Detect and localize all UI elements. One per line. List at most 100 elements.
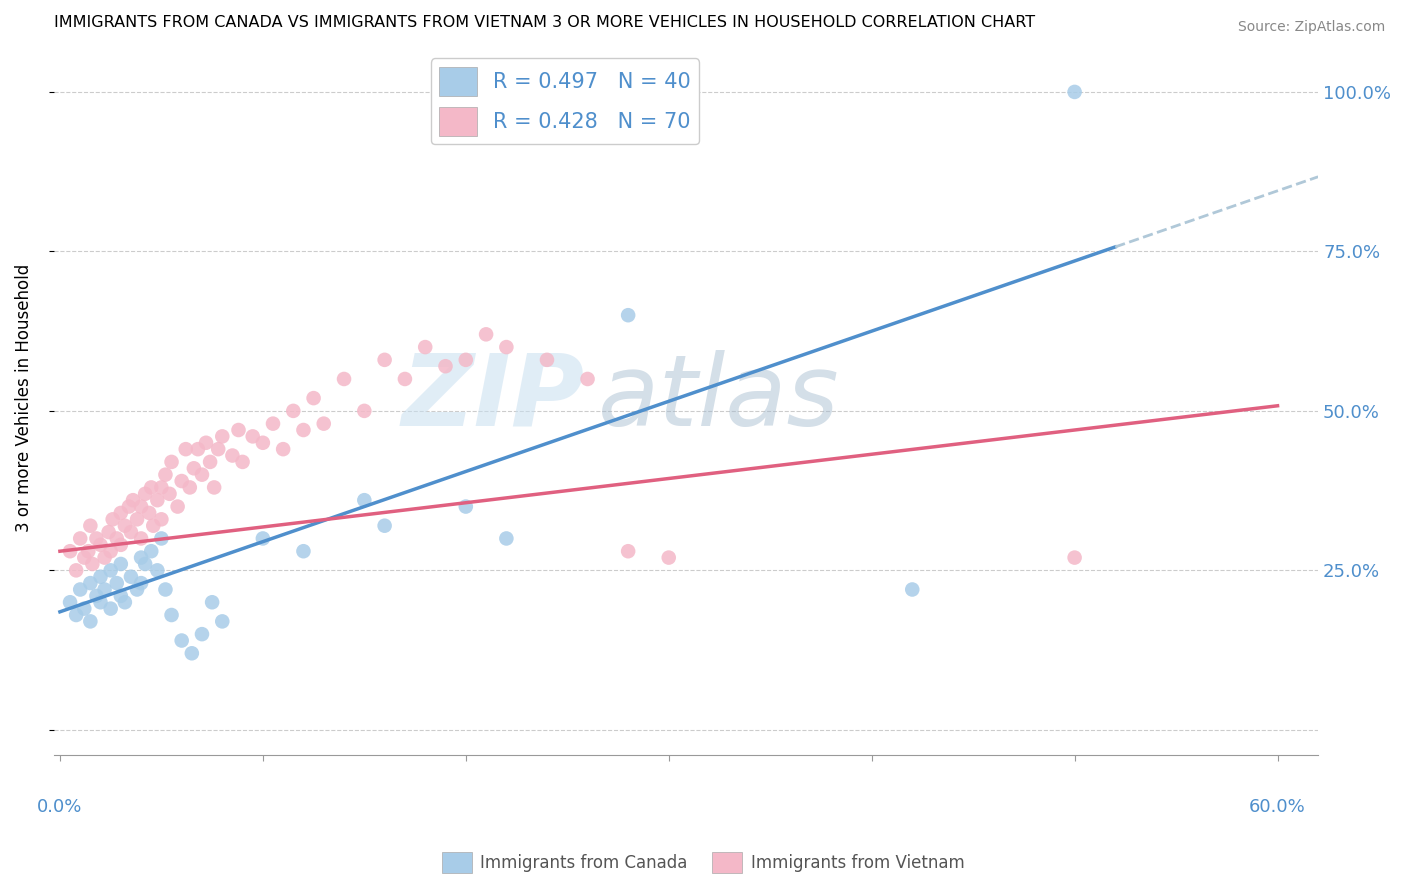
Point bbox=[617, 544, 640, 558]
Point bbox=[122, 493, 145, 508]
Point bbox=[434, 359, 457, 374]
Point bbox=[97, 525, 120, 540]
Point bbox=[617, 308, 640, 322]
Point bbox=[146, 493, 169, 508]
Y-axis label: 3 or more Vehicles in Household: 3 or more Vehicles in Household bbox=[15, 264, 32, 533]
Point bbox=[141, 480, 163, 494]
Point bbox=[59, 544, 82, 558]
Point bbox=[201, 595, 224, 609]
Point bbox=[353, 493, 375, 508]
Legend: Immigrants from Canada, Immigrants from Vietnam: Immigrants from Canada, Immigrants from … bbox=[434, 846, 972, 880]
Point bbox=[187, 442, 209, 457]
Text: 0.0%: 0.0% bbox=[37, 798, 83, 816]
Point bbox=[155, 467, 177, 482]
Point bbox=[150, 532, 173, 546]
Point bbox=[252, 435, 274, 450]
Point bbox=[211, 429, 233, 443]
Point bbox=[271, 442, 294, 457]
Point bbox=[89, 570, 111, 584]
Point bbox=[101, 512, 124, 526]
Point bbox=[242, 429, 264, 443]
Point bbox=[191, 627, 214, 641]
Point bbox=[138, 506, 160, 520]
Point bbox=[394, 372, 416, 386]
Point bbox=[170, 474, 193, 488]
Point bbox=[125, 512, 148, 526]
Point bbox=[100, 544, 122, 558]
Point bbox=[302, 391, 325, 405]
Point bbox=[120, 570, 142, 584]
Point bbox=[374, 352, 396, 367]
Point bbox=[93, 550, 115, 565]
Point bbox=[174, 442, 197, 457]
Point bbox=[166, 500, 188, 514]
Point bbox=[86, 589, 108, 603]
Point bbox=[1063, 85, 1085, 99]
Point bbox=[86, 532, 108, 546]
Point bbox=[59, 595, 82, 609]
Point bbox=[353, 404, 375, 418]
Point bbox=[292, 423, 315, 437]
Point bbox=[495, 340, 517, 354]
Point bbox=[105, 532, 128, 546]
Point bbox=[93, 582, 115, 597]
Point bbox=[69, 582, 91, 597]
Text: atlas: atlas bbox=[598, 350, 839, 447]
Point bbox=[191, 467, 214, 482]
Point bbox=[179, 480, 201, 494]
Point bbox=[150, 480, 173, 494]
Point bbox=[134, 557, 156, 571]
Point bbox=[129, 500, 152, 514]
Point bbox=[475, 327, 498, 342]
Point bbox=[160, 455, 183, 469]
Point bbox=[73, 550, 96, 565]
Point bbox=[211, 615, 233, 629]
Point bbox=[170, 633, 193, 648]
Point bbox=[413, 340, 436, 354]
Point bbox=[69, 532, 91, 546]
Text: ZIP: ZIP bbox=[402, 350, 585, 447]
Point bbox=[105, 576, 128, 591]
Point bbox=[65, 563, 87, 577]
Point bbox=[155, 582, 177, 597]
Point bbox=[142, 518, 165, 533]
Text: 60.0%: 60.0% bbox=[1249, 798, 1306, 816]
Point bbox=[262, 417, 284, 431]
Point bbox=[536, 352, 558, 367]
Text: Source: ZipAtlas.com: Source: ZipAtlas.com bbox=[1237, 20, 1385, 34]
Point bbox=[82, 557, 104, 571]
Point bbox=[454, 352, 477, 367]
Point bbox=[100, 601, 122, 615]
Point bbox=[283, 404, 305, 418]
Point bbox=[129, 532, 152, 546]
Point bbox=[79, 615, 101, 629]
Point bbox=[89, 595, 111, 609]
Point bbox=[576, 372, 599, 386]
Point bbox=[79, 576, 101, 591]
Point bbox=[495, 532, 517, 546]
Point bbox=[77, 544, 100, 558]
Point bbox=[141, 544, 163, 558]
Point bbox=[658, 550, 681, 565]
Point bbox=[195, 435, 218, 450]
Point bbox=[202, 480, 225, 494]
Point bbox=[89, 538, 111, 552]
Point bbox=[232, 455, 254, 469]
Point bbox=[110, 538, 132, 552]
Point bbox=[221, 449, 243, 463]
Point bbox=[110, 589, 132, 603]
Point bbox=[292, 544, 315, 558]
Text: IMMIGRANTS FROM CANADA VS IMMIGRANTS FROM VIETNAM 3 OR MORE VEHICLES IN HOUSEHOL: IMMIGRANTS FROM CANADA VS IMMIGRANTS FRO… bbox=[53, 15, 1035, 30]
Point bbox=[100, 563, 122, 577]
Point bbox=[65, 607, 87, 622]
Point bbox=[1063, 550, 1085, 565]
Point bbox=[110, 557, 132, 571]
Point bbox=[129, 576, 152, 591]
Legend: R = 0.497   N = 40, R = 0.428   N = 70: R = 0.497 N = 40, R = 0.428 N = 70 bbox=[430, 59, 699, 145]
Point bbox=[114, 595, 136, 609]
Point bbox=[146, 563, 169, 577]
Point bbox=[901, 582, 924, 597]
Point bbox=[114, 518, 136, 533]
Point bbox=[207, 442, 229, 457]
Point bbox=[125, 582, 148, 597]
